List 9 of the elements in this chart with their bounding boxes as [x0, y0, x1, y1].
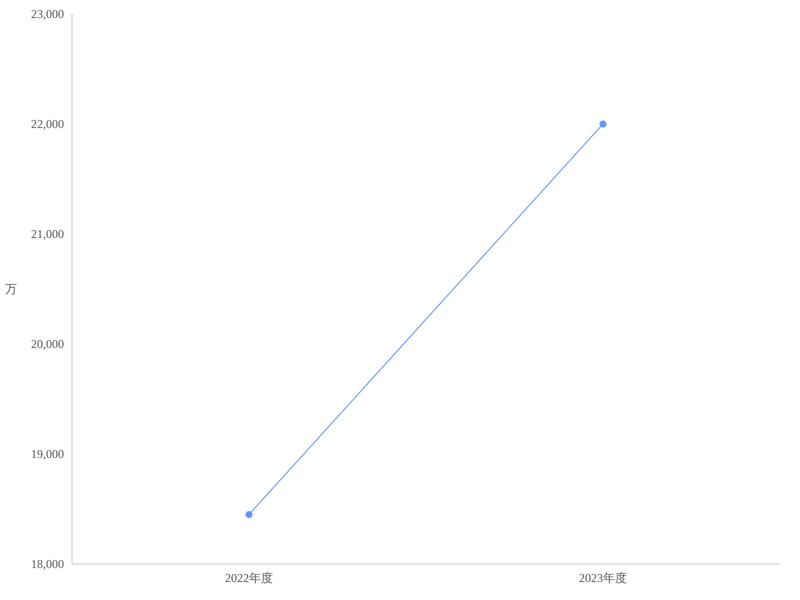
y-tick-label: 21,000 [31, 227, 64, 241]
y-tick-label: 23,000 [31, 7, 64, 21]
y-axis-title: 万 [5, 282, 17, 296]
y-tick-label: 18,000 [31, 557, 64, 571]
y-tick-label: 19,000 [31, 447, 64, 461]
x-tick-label: 2023年度 [579, 571, 627, 585]
y-tick-label: 20,000 [31, 337, 64, 351]
y-tick-label: 22,000 [31, 117, 64, 131]
x-tick-label: 2022年度 [225, 571, 273, 585]
